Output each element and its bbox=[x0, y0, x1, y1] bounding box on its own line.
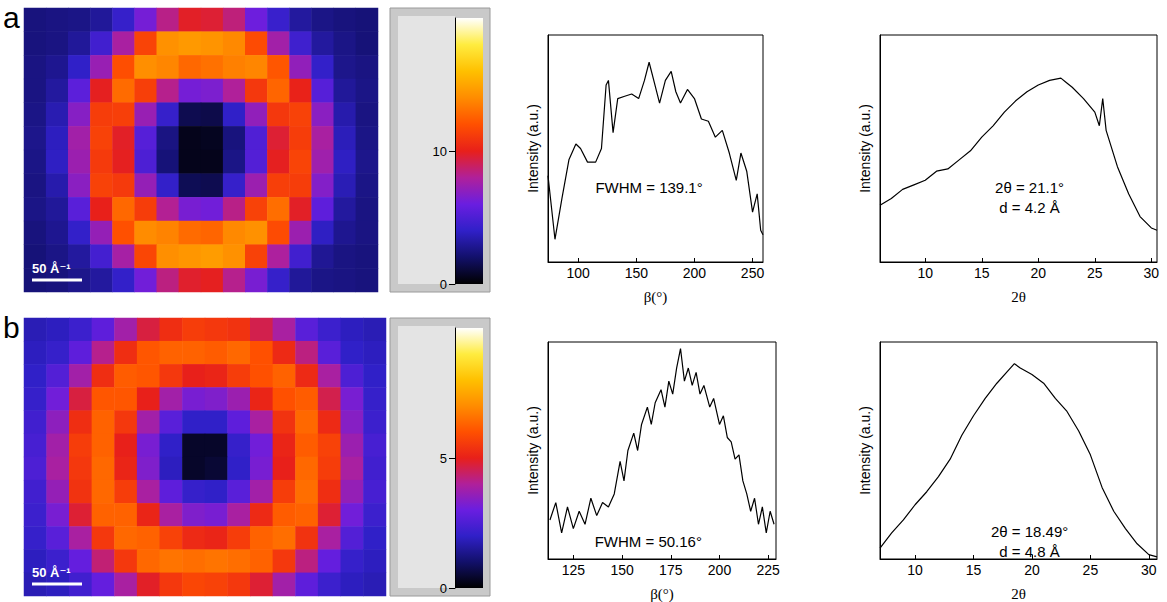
svg-text:FWHM = 139.1°: FWHM = 139.1° bbox=[595, 179, 702, 196]
svg-text:Intensity (a.u.): Intensity (a.u.) bbox=[857, 406, 873, 495]
svg-text:Intensity (a.u.): Intensity (a.u.) bbox=[857, 104, 873, 193]
svg-text:200: 200 bbox=[708, 562, 732, 578]
svg-text:10: 10 bbox=[917, 265, 933, 281]
svg-text:β(°): β(°) bbox=[644, 289, 668, 306]
svg-text:2θ: 2θ bbox=[1011, 289, 1026, 305]
svg-text:20: 20 bbox=[1030, 265, 1046, 281]
svg-text:125: 125 bbox=[562, 562, 586, 578]
svg-text:50 Å⁻¹: 50 Å⁻¹ bbox=[32, 565, 71, 580]
svg-text:d = 4.2 Å: d = 4.2 Å bbox=[999, 199, 1059, 216]
svg-text:10: 10 bbox=[907, 562, 923, 578]
svg-text:2θ: 2θ bbox=[1011, 586, 1026, 602]
svg-text:150: 150 bbox=[610, 562, 634, 578]
svg-text:150: 150 bbox=[625, 265, 649, 281]
svg-text:2θ = 21.1°: 2θ = 21.1° bbox=[995, 179, 1064, 196]
svg-text:a: a bbox=[3, 1, 20, 34]
svg-text:0: 0 bbox=[440, 581, 447, 596]
svg-text:Intensity (a.u.): Intensity (a.u.) bbox=[525, 104, 541, 193]
svg-text:175: 175 bbox=[659, 562, 683, 578]
svg-text:d = 4.8 Å: d = 4.8 Å bbox=[999, 543, 1059, 560]
svg-text:b: b bbox=[3, 311, 20, 344]
svg-text:225: 225 bbox=[757, 562, 781, 578]
svg-text:FWHM = 50.16°: FWHM = 50.16° bbox=[595, 533, 702, 550]
svg-text:10: 10 bbox=[433, 144, 447, 159]
svg-text:50 Å⁻¹: 50 Å⁻¹ bbox=[32, 261, 71, 276]
svg-text:250: 250 bbox=[741, 265, 765, 281]
svg-text:30: 30 bbox=[1144, 265, 1160, 281]
svg-text:20: 20 bbox=[1024, 562, 1040, 578]
svg-text:Intensity (a.u.): Intensity (a.u.) bbox=[525, 406, 541, 495]
svg-text:15: 15 bbox=[966, 562, 982, 578]
svg-text:β(°): β(°) bbox=[650, 586, 674, 602]
svg-text:25: 25 bbox=[1083, 562, 1099, 578]
svg-text:200: 200 bbox=[683, 265, 707, 281]
svg-text:15: 15 bbox=[974, 265, 990, 281]
svg-text:2θ = 18.49°: 2θ = 18.49° bbox=[991, 523, 1068, 540]
svg-text:5: 5 bbox=[440, 451, 447, 466]
svg-text:30: 30 bbox=[1141, 562, 1157, 578]
svg-text:25: 25 bbox=[1087, 265, 1103, 281]
svg-text:0: 0 bbox=[440, 277, 447, 292]
svg-text:100: 100 bbox=[567, 265, 591, 281]
